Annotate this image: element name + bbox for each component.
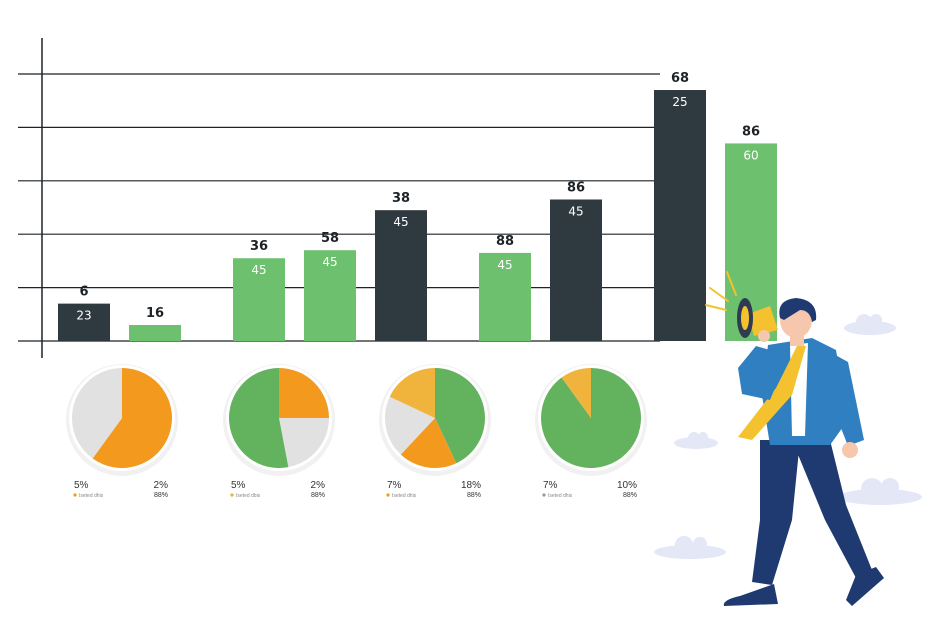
bar-value-label: 16 (146, 306, 164, 321)
legend-dot-icon (230, 493, 234, 497)
pie-slice (561, 368, 591, 418)
bar-inner-label: 45 (568, 204, 583, 218)
bar-group-3-bar-1: 88 45 (479, 234, 531, 341)
bar-value-label: 58 (321, 231, 339, 246)
bar-group-2-bar-3: 38 45 (375, 191, 427, 341)
cloud-icon (654, 536, 726, 559)
bar-inner-label: 45 (497, 258, 512, 272)
businessman-figure (723, 298, 884, 606)
bar (233, 258, 285, 341)
pie-left-percent: 7% (387, 480, 402, 491)
bar-inner-label: 25 (672, 95, 687, 109)
pie-right-subpercent: 88% (467, 492, 481, 499)
pie-slice (92, 368, 172, 468)
pie-legend-text: Iseted dhis (392, 493, 417, 499)
bar (58, 303, 110, 341)
pie-right-percent: 10% (617, 480, 637, 491)
bar-group-1-bar-2: 16 (129, 306, 181, 341)
bar-value-label: 86 (742, 124, 760, 139)
bar (129, 324, 181, 341)
bar (375, 210, 427, 341)
pie-left-percent: 5% (231, 480, 246, 491)
bar-chart: 6 23 16 36 45 58 45 38 45 88 45 86 45 68 25 86 60 (18, 38, 777, 358)
pie-chart-1: 5% 2% Iseted dhis 88% (66, 364, 178, 499)
bar (304, 250, 356, 341)
pie-chart-3: 7% 18% Iseted dhis 88% (379, 364, 491, 499)
pie-slice (229, 368, 289, 468)
pie-right-subpercent: 88% (154, 492, 168, 499)
legend-dot-icon (386, 493, 390, 497)
bar-inner-label: 45 (393, 215, 408, 229)
pie-right-subpercent: 88% (623, 492, 637, 499)
cloud-icon (674, 432, 718, 449)
bar-value-label: 68 (671, 71, 689, 86)
bar (654, 90, 706, 342)
legend-dot-icon (542, 493, 546, 497)
pie-slice (435, 368, 485, 464)
bar-inner-label: 45 (251, 263, 266, 277)
pie-chart-4: 7% 10% Iseted dhis 88% (535, 364, 647, 499)
bar-group-1-bar-1: 6 23 (58, 285, 110, 341)
bar-series: 6 23 16 36 45 58 45 38 45 88 45 86 45 68 25 86 60 (58, 71, 777, 342)
pie-charts: 5% 2% Iseted dhis 88% 5% 2% Iseted dbis 88% 7% 18… (66, 364, 647, 499)
cloud-icon (844, 314, 896, 335)
legend-dot-icon (73, 493, 77, 497)
pie-legend-text: Iseted dhis (548, 493, 573, 499)
pie-right-subpercent: 88% (311, 492, 325, 499)
bar-value-label: 88 (496, 234, 514, 249)
pie-slice (400, 418, 457, 468)
bar-inner-label: 23 (76, 309, 91, 323)
bar (479, 252, 531, 341)
bar-group-2-bar-1: 36 45 (233, 239, 285, 341)
cloud-icon (838, 478, 922, 505)
bar-group-3-bar-2: 86 45 (550, 180, 602, 341)
bar-group-4-bar-1: 68 25 (654, 71, 706, 342)
bar-inner-label: 60 (743, 148, 758, 162)
bar-group-2-bar-2: 58 45 (304, 231, 356, 341)
illustration (654, 271, 922, 606)
pie-slice (389, 368, 435, 418)
pie-legend-text: Iseted dbis (236, 493, 261, 499)
pie-right-percent: 18% (461, 480, 481, 491)
shout-lines-icon (705, 271, 737, 311)
pie-right-percent: 2% (311, 480, 326, 491)
pie-slice (384, 396, 435, 455)
bar-inner-label: 45 (322, 255, 337, 269)
bar-value-label: 38 (392, 191, 410, 206)
pie-slice (71, 368, 122, 459)
bar-value-label: 6 (79, 285, 88, 300)
pie-left-percent: 5% (74, 480, 89, 491)
bar (550, 199, 602, 341)
pie-right-percent: 2% (154, 480, 169, 491)
pie-left-percent: 7% (543, 480, 558, 491)
bar-value-label: 86 (567, 180, 585, 195)
pie-legend-text: Iseted dhis (79, 493, 104, 499)
pie-slice (279, 418, 329, 468)
bar-value-label: 36 (250, 239, 268, 254)
pie-slice (279, 368, 329, 418)
pie-chart-2: 5% 2% Iseted dbis 88% (223, 364, 335, 499)
